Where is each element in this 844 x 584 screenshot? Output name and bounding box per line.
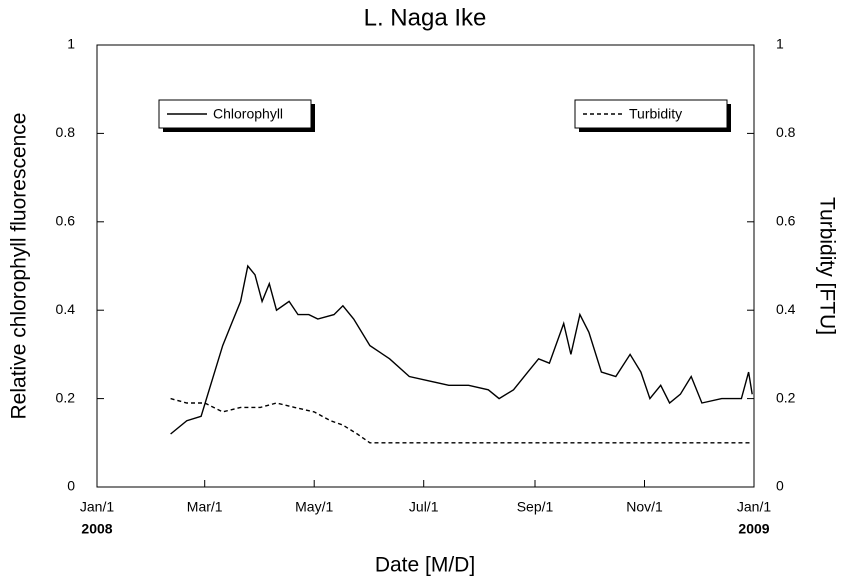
- y2-tick-label: 0.6: [776, 213, 796, 229]
- y2-tick-label: 0.4: [776, 301, 796, 317]
- y-tick-label: 0.6: [56, 213, 76, 229]
- y2-tick-label: 0.2: [776, 389, 796, 405]
- legend-label: Chlorophyll: [213, 106, 283, 122]
- y-tick-label: 0.8: [56, 124, 76, 140]
- x-year-label: 2009: [738, 521, 769, 537]
- x-tick-label: Jan/1: [737, 499, 771, 515]
- y2-tick-label: 0: [776, 478, 784, 494]
- y-tick-label: 1: [67, 36, 75, 52]
- y-tick-label: 0: [67, 478, 75, 494]
- legend-label: Turbidity: [629, 106, 682, 122]
- x-tick-label: Sep/1: [517, 499, 554, 515]
- x-axis-label: Date [M/D]: [375, 554, 475, 577]
- x-tick-label: Mar/1: [187, 499, 223, 515]
- y-axis-label: Relative chlorophyll fluorescence: [8, 113, 31, 420]
- y2-tick-label: 1: [776, 36, 784, 52]
- x-tick-label: Jul/1: [409, 499, 439, 515]
- x-year-label: 2008: [81, 521, 112, 537]
- data-line: [170, 264, 753, 435]
- chart-title: L. Naga Ike: [364, 4, 487, 31]
- x-tick-label: Jan/1: [80, 499, 114, 515]
- y-tick-label: 0.2: [56, 389, 76, 405]
- plot-frame: [96, 44, 755, 488]
- y2-tick-label: 0.8: [776, 124, 796, 140]
- x-tick-label: May/1: [295, 499, 333, 515]
- data-line: [170, 397, 753, 444]
- y-tick-label: 0.4: [56, 301, 76, 317]
- y2-axis-label: Turbidity [FTU]: [815, 197, 838, 335]
- x-tick-label: Nov/1: [626, 499, 663, 515]
